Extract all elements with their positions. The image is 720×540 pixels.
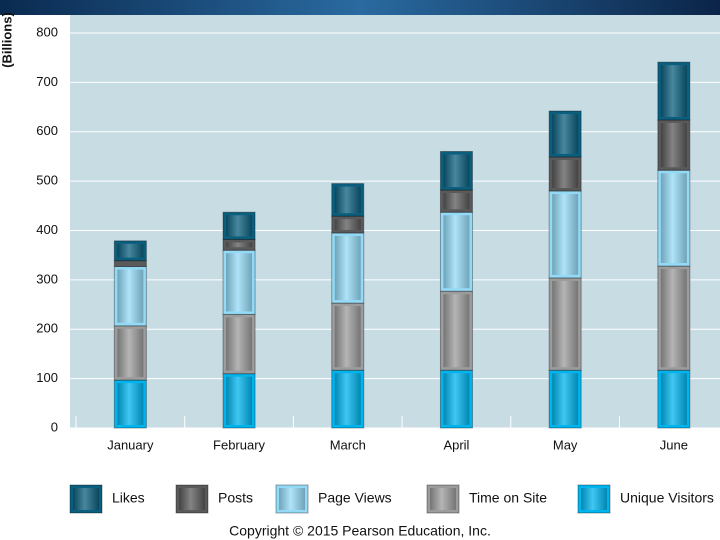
bar-shine xyxy=(552,114,579,154)
bar-shine xyxy=(226,317,253,371)
x-tick-label: March xyxy=(330,437,366,452)
bar-shine xyxy=(660,269,687,368)
bar-shine xyxy=(334,186,361,214)
bar-shine xyxy=(552,280,579,368)
bar-shine xyxy=(334,373,361,425)
bar-shine xyxy=(443,193,470,210)
bar-shine xyxy=(117,269,144,323)
bar-shine xyxy=(443,294,470,368)
bar-shine xyxy=(660,122,687,168)
legend-shine xyxy=(581,488,607,510)
bar-shine xyxy=(334,306,361,368)
bar-shine xyxy=(552,194,579,275)
bar-shine xyxy=(443,373,470,425)
y-tick-label: 500 xyxy=(36,173,58,188)
x-tick-label: April xyxy=(443,437,469,452)
bar-shine xyxy=(334,219,361,230)
bar-shine xyxy=(660,373,687,425)
copyright: Copyright © 2015 Pearson Education, Inc. xyxy=(229,523,491,539)
legend-label: Unique Visitors xyxy=(620,490,714,506)
x-tick-label: January xyxy=(107,437,154,452)
bar-shine xyxy=(552,159,579,188)
x-tick-label: June xyxy=(660,437,688,452)
y-tick-label: 200 xyxy=(36,321,58,336)
bar-shine xyxy=(552,373,579,425)
bar-shine xyxy=(117,243,144,258)
legend-shine xyxy=(279,488,305,510)
bar-shine xyxy=(117,328,144,378)
bar-shine xyxy=(117,383,144,425)
y-tick-label: 600 xyxy=(36,123,58,138)
y-tick-label: 800 xyxy=(36,24,58,39)
bar-shine xyxy=(226,376,253,425)
y-tick-label: 300 xyxy=(36,271,58,286)
bar-shine xyxy=(226,242,253,248)
x-tick-label: May xyxy=(553,437,578,452)
x-tick-label: February xyxy=(213,437,266,452)
legend-shine xyxy=(430,488,456,510)
bar-shine xyxy=(660,173,687,264)
y-tick-label: 0 xyxy=(51,419,58,434)
bar-shine xyxy=(660,65,687,117)
legend-label: Time on Site xyxy=(469,490,547,506)
y-tick-label: 700 xyxy=(36,74,58,89)
plot-area xyxy=(70,15,720,428)
bar-shine xyxy=(226,215,253,237)
bar-shine xyxy=(226,253,253,312)
legend-label: Likes xyxy=(112,490,145,506)
bar-shine xyxy=(443,154,470,188)
bar-shine xyxy=(334,235,361,301)
y-tick-label: 400 xyxy=(36,222,58,237)
y-tick-label: 100 xyxy=(36,370,58,385)
y-axis-label: (Billions) xyxy=(0,12,14,68)
banner xyxy=(0,0,720,15)
legend-shine xyxy=(73,488,99,510)
bar-shine xyxy=(443,215,470,289)
legend-label: Posts xyxy=(218,490,253,506)
legend-shine xyxy=(179,488,205,510)
bar-segment xyxy=(113,260,147,268)
legend-label: Page Views xyxy=(318,490,392,506)
